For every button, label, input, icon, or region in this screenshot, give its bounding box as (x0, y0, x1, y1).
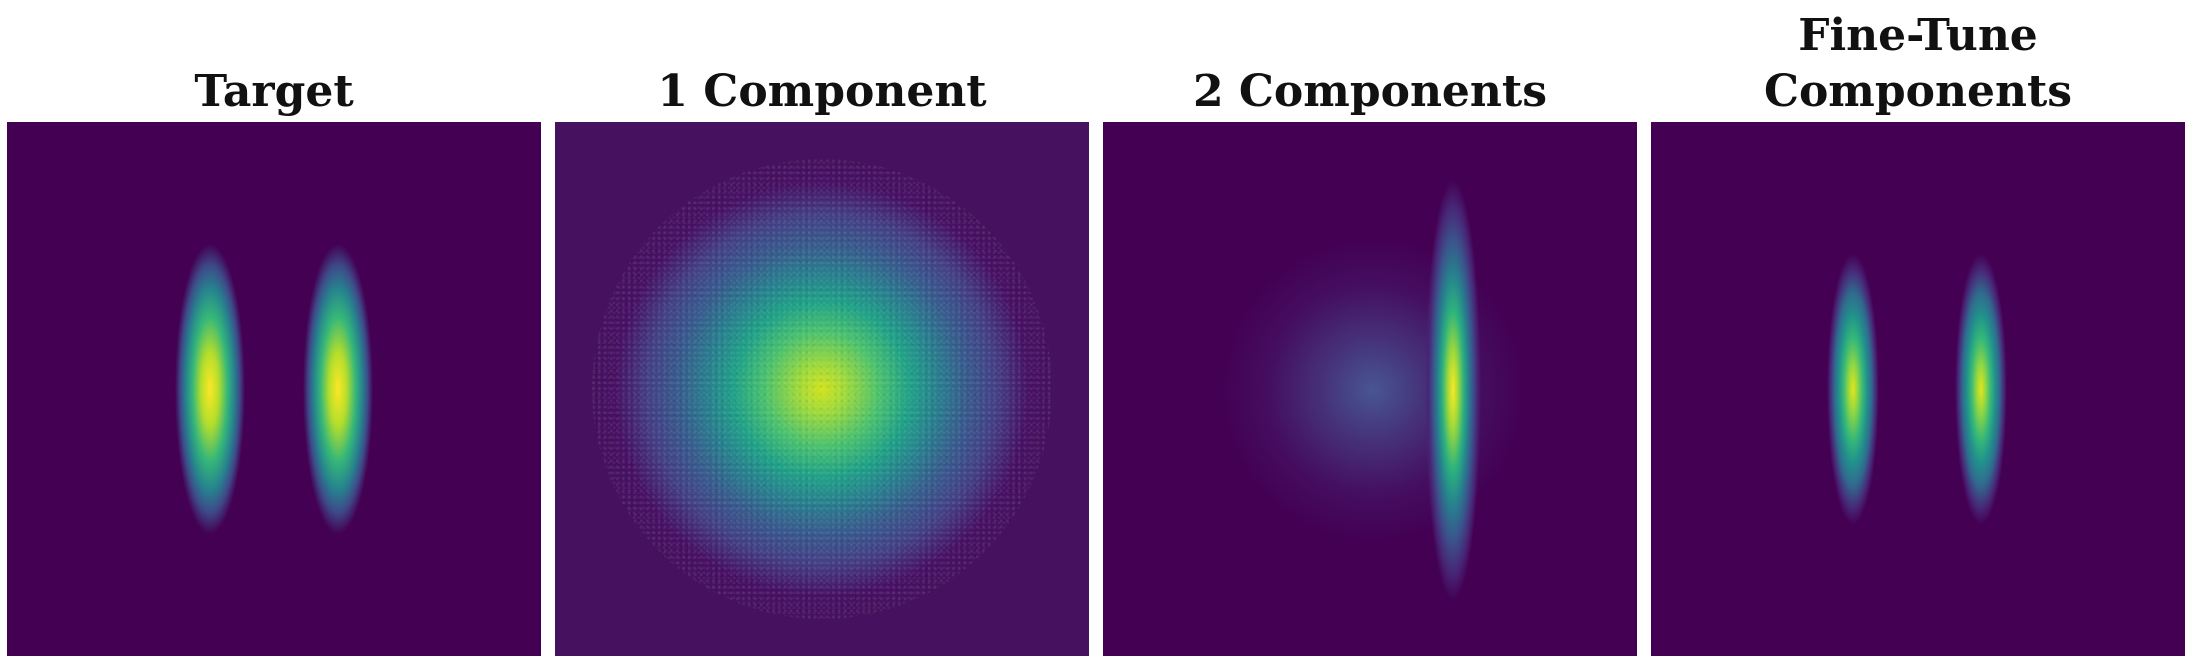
panel-title: 1 Component (657, 66, 987, 117)
noise-texture (592, 159, 1052, 619)
panel-target: Target (7, 0, 541, 672)
density-image-1-component (555, 122, 1089, 656)
panel-1-component: 1 Component (555, 0, 1089, 672)
panel-fine-tune-components: Fine-Tune Components (1651, 0, 2185, 672)
density-image-target (7, 122, 541, 656)
vertical-mode (1425, 180, 1481, 600)
density-image-fine-tune (1651, 122, 2185, 656)
vertical-mode-left (175, 244, 245, 534)
panel-title: Fine-Tune Components (1763, 10, 2073, 117)
circular-mode (592, 159, 1052, 619)
panel-title: Target (194, 66, 354, 117)
vertical-mode-right (1955, 254, 2007, 524)
panel-title: 2 Components (1192, 66, 1548, 117)
panel-2-components: 2 Components (1103, 0, 1637, 672)
vertical-mode-left (1827, 254, 1879, 524)
density-image-2-components (1103, 122, 1637, 656)
vertical-mode-right (303, 244, 373, 534)
